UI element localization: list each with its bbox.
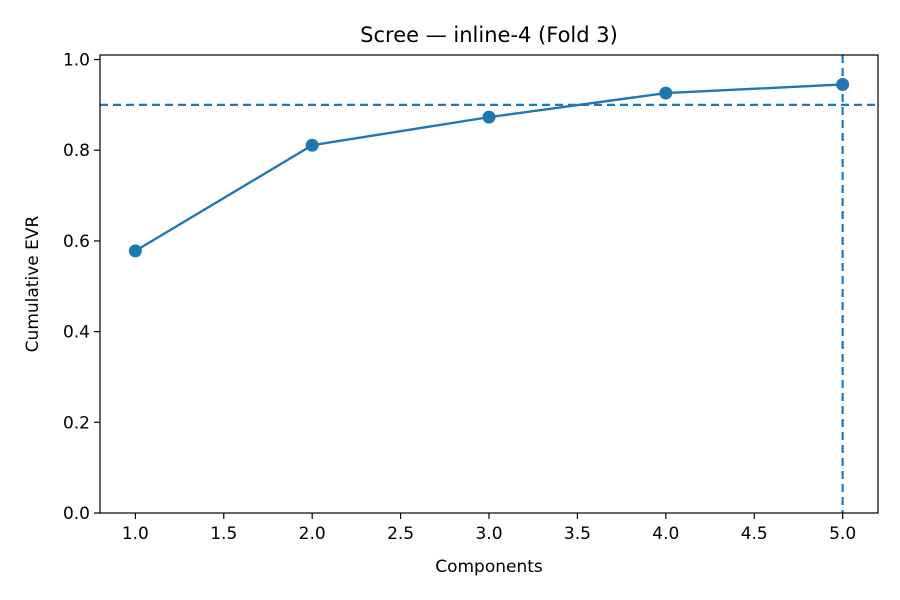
x-axis-label: Components bbox=[435, 557, 543, 577]
x-tick-label: 5.0 bbox=[829, 524, 856, 544]
y-tick-label: 0.8 bbox=[63, 141, 90, 161]
data-point bbox=[659, 86, 673, 100]
x-tick-label: 4.5 bbox=[741, 524, 768, 544]
y-tick-label: 0.0 bbox=[63, 504, 90, 524]
x-tick-label: 1.5 bbox=[210, 524, 237, 544]
y-tick-label: 1.0 bbox=[63, 51, 90, 71]
x-tick-label: 3.5 bbox=[564, 524, 591, 544]
data-point bbox=[836, 77, 850, 91]
y-axis: 0.0 0.2 0.4 0.6 0.8 1.0 bbox=[63, 51, 100, 524]
x-tick-label: 2.5 bbox=[387, 524, 414, 544]
x-tick-label: 4.0 bbox=[652, 524, 679, 544]
data-point bbox=[482, 110, 496, 124]
y-tick-label: 0.2 bbox=[63, 413, 90, 433]
x-axis: 1.0 1.5 2.0 2.5 3.0 3.5 4.0 4.5 5.0 bbox=[122, 513, 856, 544]
data-point bbox=[128, 244, 142, 258]
y-tick-label: 0.4 bbox=[63, 323, 90, 343]
plot-frame bbox=[99, 54, 879, 514]
y-tick-label: 0.6 bbox=[63, 232, 90, 252]
y-axis-label: Cumulative EVR bbox=[23, 216, 43, 353]
x-tick-label: 2.0 bbox=[299, 524, 326, 544]
series-line bbox=[134, 83, 843, 252]
series-layer bbox=[128, 77, 850, 258]
reference-lines bbox=[100, 55, 878, 513]
data-point bbox=[305, 138, 319, 152]
x-tick-label: 3.0 bbox=[475, 524, 502, 544]
x-tick-label: 1.0 bbox=[122, 524, 149, 544]
chart-title: Scree — inline-4 (Fold 3) bbox=[360, 23, 618, 47]
